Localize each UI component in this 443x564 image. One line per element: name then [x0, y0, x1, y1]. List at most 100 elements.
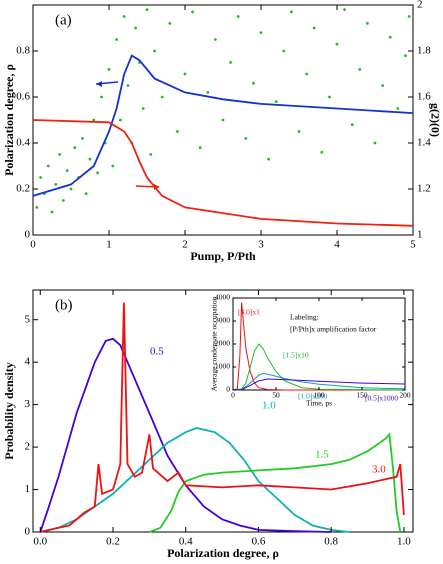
arrows	[95, 81, 160, 190]
point	[119, 118, 122, 122]
point	[111, 164, 115, 168]
y2-tick-label: 1.2	[417, 183, 431, 195]
x-tick-label: 0.8	[324, 536, 338, 548]
x-tick-label: 5	[410, 239, 416, 251]
point	[134, 26, 138, 30]
point	[183, 72, 187, 76]
inset-background	[233, 298, 405, 390]
point	[145, 8, 149, 11]
point	[126, 84, 130, 87]
series-label: [0.5]x1000	[365, 394, 398, 403]
point	[62, 199, 65, 202]
point	[343, 8, 346, 11]
x-tick-label: 3	[258, 239, 264, 251]
point	[259, 31, 263, 34]
point	[100, 95, 103, 99]
y-axis-label: Average condensate occupation	[210, 296, 219, 391]
point	[107, 68, 111, 71]
point	[305, 72, 308, 76]
point	[388, 35, 392, 39]
point	[160, 95, 164, 99]
y-tick-label: 4000	[215, 293, 230, 302]
y2-tick-label: 2	[417, 0, 423, 11]
point	[404, 54, 407, 57]
x-axis-label: Polarization degree, ρ	[167, 546, 279, 560]
x-tick-label: 200	[399, 391, 411, 400]
y-axis-label: Probability density	[2, 362, 16, 459]
point	[191, 10, 195, 14]
y-tick-label: 1	[25, 483, 31, 495]
point	[312, 26, 316, 30]
point	[115, 38, 118, 41]
x-axis-label: Time, ps	[306, 399, 332, 408]
point	[350, 123, 354, 126]
line	[40, 302, 405, 533]
point	[221, 118, 225, 122]
point	[335, 42, 339, 46]
plot-frame	[32, 289, 414, 533]
x-axis-label: Pump, P/Pth	[190, 249, 256, 263]
point	[168, 22, 172, 25]
point	[274, 100, 278, 103]
x-tick-label: 1.0	[397, 536, 411, 548]
point	[297, 130, 301, 133]
point	[198, 146, 202, 150]
y-tick-label: 3000	[215, 316, 230, 325]
point	[96, 171, 99, 175]
y-tick-label: 2000	[215, 339, 230, 348]
series-label: [1.0]x200	[298, 392, 328, 401]
line	[149, 432, 402, 533]
line	[39, 337, 332, 533]
point	[84, 192, 88, 196]
y-tick-label: 0.6	[16, 91, 30, 103]
series-label: [1.5]x10	[283, 351, 309, 360]
x-tick-label: 0	[30, 239, 36, 251]
point	[282, 49, 286, 53]
x-tick-label: 0.6	[252, 536, 266, 548]
point	[65, 169, 69, 173]
point	[206, 91, 210, 94]
annotation: Labeling:	[290, 313, 319, 322]
point	[50, 210, 54, 214]
point	[92, 118, 96, 122]
x-tick-label: 2	[182, 239, 188, 251]
y-axis-label: Polarization degree, ρ	[2, 64, 16, 176]
line	[32, 119, 414, 227]
point	[214, 38, 217, 41]
point	[290, 10, 293, 14]
panel-label: (a)	[55, 12, 72, 28]
y-tick-label: 0	[226, 385, 230, 394]
point	[149, 153, 153, 156]
point	[358, 68, 362, 71]
y-tick-label: 4	[25, 356, 31, 368]
y-tick-label: 5	[25, 313, 31, 325]
point	[373, 141, 377, 145]
point	[88, 157, 92, 161]
line	[232, 302, 405, 391]
y2-tick-label: 1.8	[417, 45, 431, 57]
point	[366, 22, 369, 25]
x-tick-label: 0.4	[179, 536, 193, 548]
annotation: [P/Pth]x amplification factor	[290, 325, 377, 334]
series-label: 1.5	[315, 449, 329, 461]
point	[396, 107, 400, 110]
point	[69, 187, 73, 191]
y-tick-label: 0	[25, 526, 31, 538]
point	[328, 95, 331, 99]
y-tick-label: 0	[25, 229, 31, 241]
line	[232, 343, 406, 391]
x-tick-label: 100	[313, 391, 325, 400]
point	[73, 146, 77, 150]
x-tick-label: 0.0	[33, 536, 47, 548]
point	[229, 61, 233, 64]
point	[267, 157, 270, 161]
y2-tick-label: 1.4	[417, 137, 431, 149]
series-label: 3.0	[372, 464, 386, 476]
point	[176, 130, 179, 133]
y-tick-label: 2	[25, 441, 31, 453]
point	[320, 150, 324, 154]
y-tick-label: 3	[25, 398, 31, 410]
line	[232, 372, 406, 391]
x-tick-label: 0.2	[106, 536, 120, 548]
